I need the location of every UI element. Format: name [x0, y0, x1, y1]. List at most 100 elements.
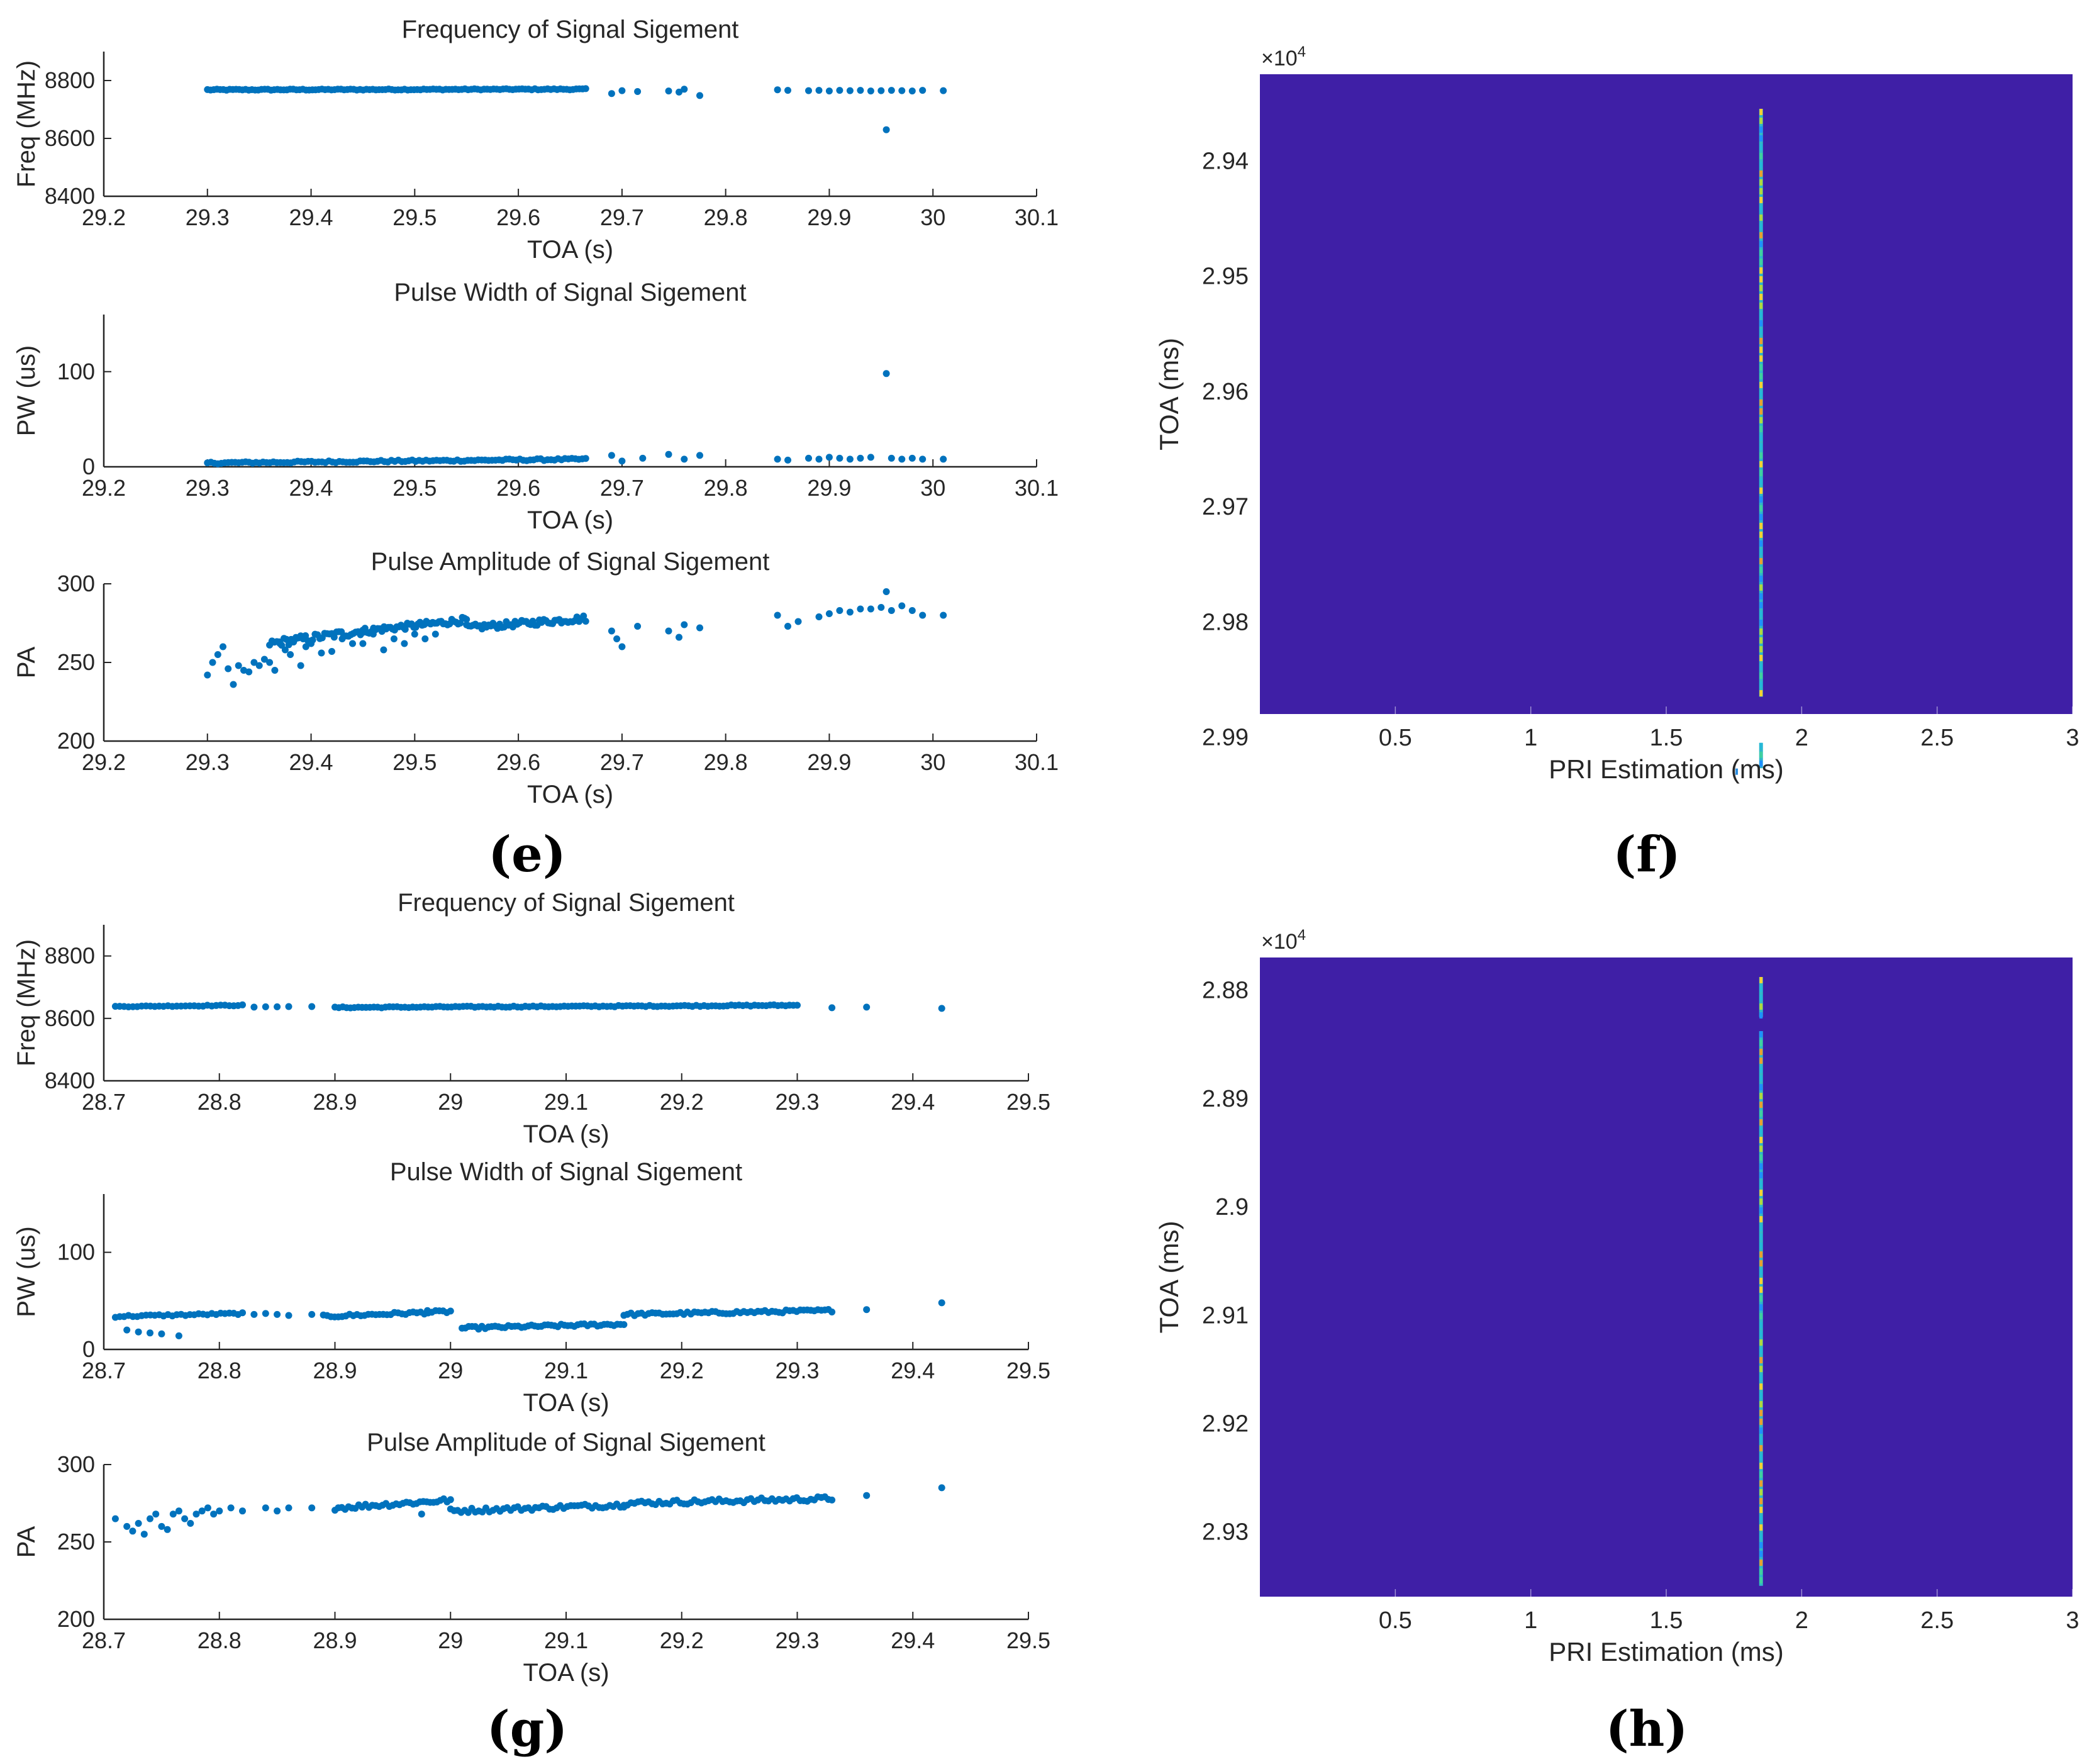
- data-point: [204, 671, 211, 679]
- heatmap-ridge-cell: [1759, 302, 1763, 309]
- y-tick-label: 8400: [45, 183, 95, 209]
- heatmap-ridge-cell: [1759, 760, 1763, 767]
- data-point: [618, 457, 626, 465]
- heatmap-ridge-cell: [1759, 1040, 1763, 1047]
- heatmap-ridge-cell: [1759, 1489, 1763, 1496]
- data-point: [898, 455, 906, 463]
- data-point: [411, 630, 418, 638]
- data-point: [938, 1005, 945, 1012]
- x-tick-label: 28.9: [313, 1627, 357, 1653]
- data-point: [857, 87, 864, 94]
- data-point: [220, 643, 226, 650]
- heatmap-ridge-cell: [1759, 355, 1763, 362]
- heatmap-ridge-cell: [1759, 452, 1763, 459]
- panel-label-e: (e): [488, 826, 565, 883]
- axes-root: 29.2 29.3 29.4 29.5 29.6 29.7 29.8 29.9 30 30.184…: [13, 16, 2079, 1687]
- heatmap-ridge-cell: [1759, 1137, 1763, 1144]
- heatmap-ridge-cell: [1759, 1560, 1763, 1566]
- data-point: [938, 1484, 945, 1492]
- data-point: [828, 1309, 836, 1315]
- heatmap-ridge-cell: [1759, 1049, 1763, 1056]
- data-point: [274, 1310, 281, 1318]
- x-tick-label: 29.4: [289, 749, 333, 775]
- data-point: [634, 88, 642, 95]
- x-tick-label: 29.9: [807, 475, 851, 501]
- x-tick-label: 29: [438, 1089, 463, 1115]
- y-tick-label: 2.88: [1202, 978, 1249, 1004]
- heatmap-ridge-cell: [1759, 1181, 1763, 1188]
- heatmap-ridge-cell: [1759, 1216, 1763, 1223]
- y-tick-label: 2.95: [1202, 264, 1249, 290]
- heatmap-ridge-cell: [1759, 372, 1763, 379]
- y-tick-label: 8600: [45, 125, 95, 151]
- x-tick-label: 1: [1524, 1607, 1537, 1634]
- y-tick-label: 300: [57, 1451, 95, 1477]
- data-point: [338, 635, 346, 642]
- data-point: [919, 611, 927, 619]
- data-point: [774, 455, 781, 463]
- data-point: [828, 1004, 836, 1012]
- heatmap-ridge-cell: [1759, 1119, 1763, 1126]
- x-tick-label: 29.2: [82, 204, 126, 230]
- data-point: [227, 1504, 235, 1512]
- data-point: [836, 607, 843, 614]
- data-point: [359, 640, 367, 647]
- data-point: [681, 621, 688, 628]
- heatmap-ridge-cell: [1759, 1172, 1763, 1179]
- data-point: [919, 455, 927, 463]
- x-tick-label: 30.1: [1015, 749, 1059, 775]
- data-point: [940, 455, 947, 463]
- x-tick-label: 29.7: [600, 749, 644, 775]
- data-point: [828, 1496, 836, 1504]
- heatmap-ridge-cell: [1759, 1304, 1763, 1311]
- y-axis-label: PW (us): [13, 1226, 40, 1317]
- heatmap-ridge-cell: [1759, 1524, 1763, 1531]
- data-point: [285, 1003, 292, 1010]
- data-point: [210, 1510, 218, 1518]
- y-tick-label: 8400: [45, 1068, 95, 1093]
- heatmap-ridge-cell: [1759, 681, 1763, 688]
- x-axis-label: TOA (s): [527, 781, 613, 808]
- y-tick-label: 2.98: [1202, 609, 1249, 635]
- data-point: [877, 604, 885, 611]
- data-point: [805, 87, 812, 94]
- data-point: [204, 1504, 211, 1512]
- data-point: [898, 602, 906, 610]
- heatmap-ridge-cell: [1759, 1410, 1763, 1417]
- data-point: [676, 88, 682, 96]
- heatmap-ridge-cell: [1759, 1154, 1763, 1161]
- data-point: [888, 454, 895, 462]
- data-point: [123, 1522, 131, 1530]
- data-point: [274, 1507, 281, 1515]
- heatmap-ridge-cell: [1759, 1339, 1763, 1346]
- heatmap-ridge-cell: [1759, 1058, 1763, 1064]
- heatmap-ridge-cell: [1759, 179, 1763, 186]
- y-tick-label: 2.99: [1202, 725, 1249, 751]
- data-point: [330, 634, 338, 641]
- data-point: [198, 1507, 206, 1515]
- heatmap-ridge-cell: [1759, 1146, 1763, 1153]
- data-point: [463, 616, 470, 623]
- y-tick-label: 2.97: [1202, 494, 1249, 520]
- x-tick-label: 29.5: [392, 204, 437, 230]
- data-point: [582, 618, 589, 625]
- data-point: [192, 1510, 200, 1518]
- data-point: [274, 1003, 281, 1010]
- data-point: [908, 454, 916, 462]
- y-tick-label: 2.92: [1202, 1410, 1249, 1437]
- chart-title: Frequency of Signal Sigement: [398, 889, 735, 917]
- data-point: [271, 667, 279, 674]
- data-point: [815, 87, 823, 94]
- heatmap-background: [1260, 74, 2073, 714]
- x-tick-label: 29.4: [891, 1627, 935, 1653]
- data-points: [111, 1484, 945, 1538]
- heatmap-ridge-cell: [1759, 513, 1763, 520]
- data-point: [908, 607, 916, 614]
- data-point: [620, 1321, 628, 1328]
- data-point: [147, 1329, 153, 1337]
- data-point: [863, 1003, 871, 1011]
- heatmap-ridge-cell: [1759, 1471, 1763, 1478]
- panel-label-g: (g): [487, 1700, 567, 1758]
- heatmap-ridge-cell: [1759, 584, 1763, 591]
- y-tick-label: 8600: [45, 1005, 95, 1031]
